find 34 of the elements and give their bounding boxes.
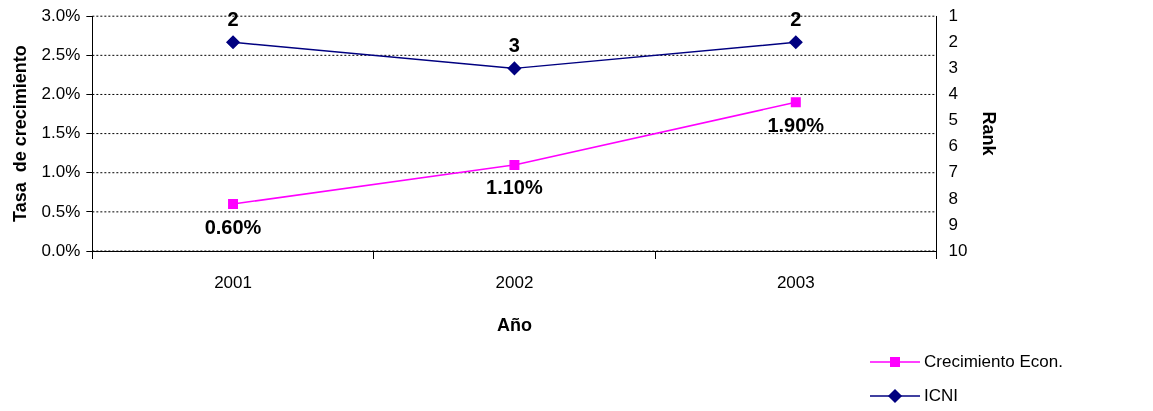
y-tick-label: 0.0% xyxy=(41,240,81,260)
data-label: 3 xyxy=(508,33,520,56)
data-label: 2 xyxy=(790,7,802,30)
x-tick-label: 2001 xyxy=(214,272,252,292)
point xyxy=(509,159,520,170)
y-tick-label: 0.5% xyxy=(41,201,81,221)
y2-tick-label: 1 xyxy=(948,5,958,25)
y2-tick-label: 9 xyxy=(948,214,958,234)
y-tick-label: 2.0% xyxy=(41,84,81,104)
y2-tick-label: 2 xyxy=(948,31,958,51)
data-label: 2 xyxy=(227,7,239,30)
x-tick-label: 2002 xyxy=(495,272,534,292)
x-axis-title: Año xyxy=(496,315,532,336)
point xyxy=(790,97,801,108)
data-label: 0.60% xyxy=(204,215,262,238)
y-tick-label: 3.0% xyxy=(41,5,81,25)
y2-tick-label: 7 xyxy=(948,162,958,182)
y2-tick-label: 3 xyxy=(948,58,958,78)
point xyxy=(228,199,239,210)
legend-label: ICNI xyxy=(924,385,958,405)
y2-tick-label: 4 xyxy=(948,84,958,104)
legend-label: Crecimiento Econ. xyxy=(924,351,1063,371)
y2-tick-label: 6 xyxy=(948,136,958,156)
data-label: 1.10% xyxy=(486,176,543,199)
y2-tick-label: 10 xyxy=(948,240,968,260)
data-label: 1.90% xyxy=(767,113,825,136)
x-tick-label: 2003 xyxy=(776,272,815,292)
y-axis-title: Tasa de crecimiento xyxy=(9,45,30,222)
y2-tick-label: 8 xyxy=(948,188,958,208)
y2-tick-label: 5 xyxy=(948,110,958,130)
y-tick-label: 1.0% xyxy=(41,162,81,182)
y-tick-label: 2.5% xyxy=(41,45,81,65)
y-tick-label: 1.5% xyxy=(41,123,81,143)
y2-axis-title: Rank xyxy=(979,111,1000,157)
